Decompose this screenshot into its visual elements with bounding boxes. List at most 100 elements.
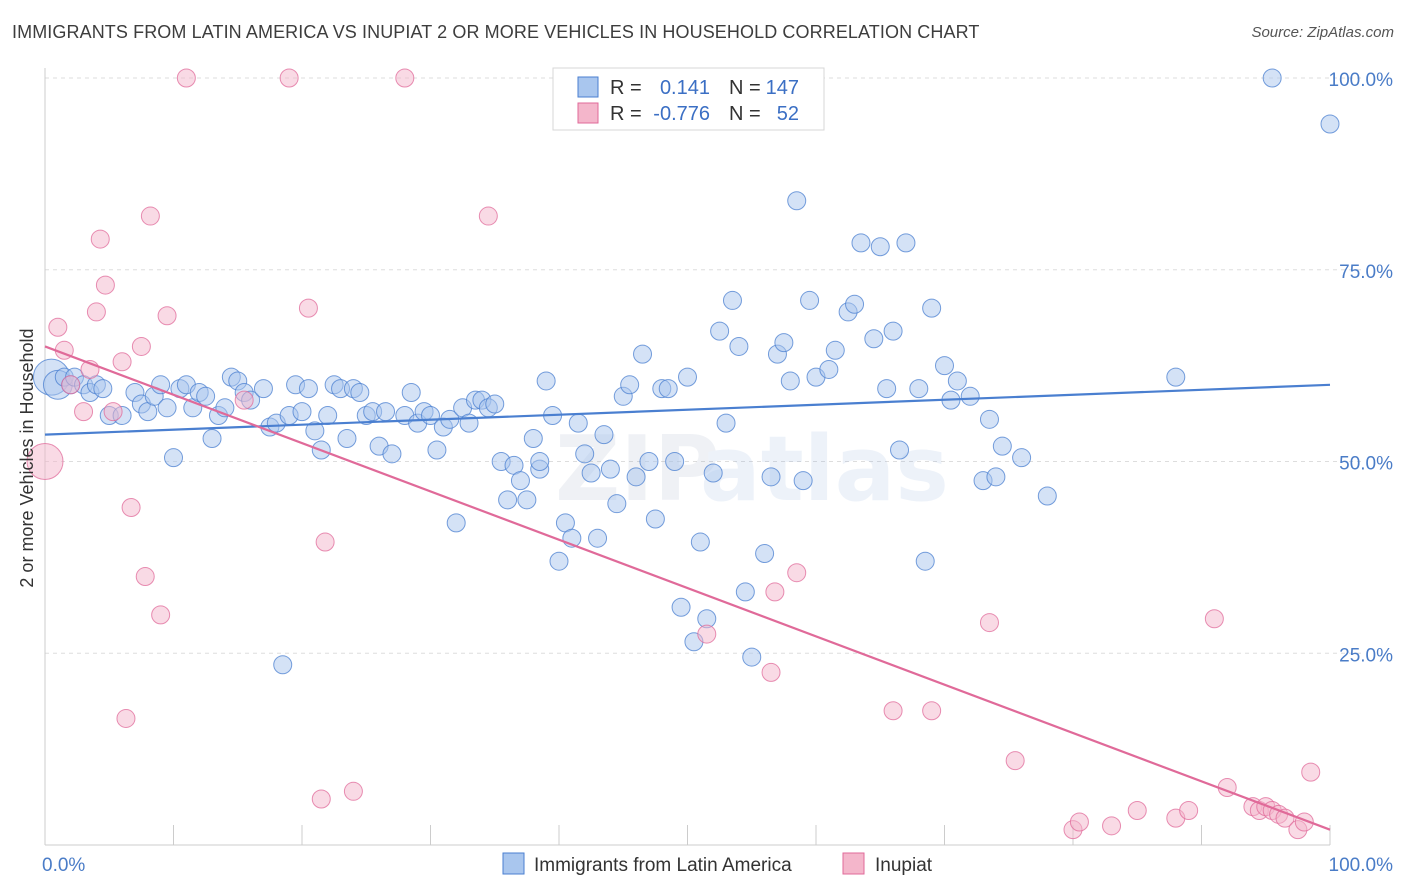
point-inupiat xyxy=(26,443,64,480)
point-immigrants xyxy=(729,336,749,356)
point-inupiat xyxy=(74,402,94,422)
point-immigrants xyxy=(633,344,653,364)
y-tick-labels: 25.0% 50.0% 75.0% 100.0% xyxy=(1329,70,1394,666)
chart-source: Source: ZipAtlas.com xyxy=(1251,24,1394,41)
point-immigrants xyxy=(710,321,730,341)
bottom-legend: Immigrants from Latin America Inupiat xyxy=(502,852,933,876)
point-immigrants xyxy=(800,290,820,310)
point-immigrants xyxy=(864,329,884,349)
legend-pink-swatch xyxy=(577,102,599,124)
point-immigrants xyxy=(318,405,338,425)
point-inupiat xyxy=(395,68,415,88)
point-immigrants xyxy=(819,359,839,379)
point-immigrants xyxy=(549,551,569,571)
point-inupiat xyxy=(86,302,106,322)
point-inupiat xyxy=(343,781,363,801)
point-inupiat xyxy=(1179,800,1199,820)
watermark-atlas: atlas xyxy=(700,417,949,522)
point-immigrants xyxy=(164,448,183,468)
point-immigrants xyxy=(735,582,755,602)
point-immigrants xyxy=(305,421,325,441)
point-immigrants xyxy=(536,371,556,391)
point-immigrants xyxy=(896,233,916,253)
y-tick-label: 50.0% xyxy=(1339,454,1393,475)
point-immigrants xyxy=(665,452,685,471)
point-immigrants xyxy=(498,490,518,510)
point-immigrants xyxy=(890,440,910,460)
point-immigrants xyxy=(607,494,627,514)
point-immigrants xyxy=(626,467,646,487)
point-inupiat xyxy=(298,298,318,318)
point-immigrants xyxy=(510,471,530,491)
point-inupiat xyxy=(315,532,335,552)
point-immigrants xyxy=(350,382,370,402)
point-immigrants xyxy=(761,467,781,487)
legend-n-label-2: N = xyxy=(729,103,761,125)
trend-lines xyxy=(44,345,1331,831)
point-immigrants xyxy=(530,452,550,471)
point-immigrants xyxy=(979,409,999,429)
legend-n-value-1: 147 xyxy=(766,77,799,99)
point-immigrants xyxy=(645,509,665,529)
point-immigrants xyxy=(157,398,177,418)
point-immigrants xyxy=(986,467,1006,487)
point-inupiat xyxy=(234,390,254,410)
point-immigrants xyxy=(581,463,601,483)
point-inupiat xyxy=(151,605,171,625)
legend-r-value-1: 0.141 xyxy=(660,77,710,99)
point-immigrants xyxy=(594,425,614,445)
point-inupiat xyxy=(61,375,81,395)
point-inupiat xyxy=(140,206,160,226)
bottom-legend-pink-swatch xyxy=(842,852,865,875)
legend-n-value-2: 52 xyxy=(777,103,799,125)
point-immigrants xyxy=(575,444,595,464)
point-inupiat xyxy=(95,275,115,295)
point-immigrants xyxy=(196,386,216,406)
point-immigrants xyxy=(755,544,775,564)
point-immigrants xyxy=(960,386,980,406)
point-immigrants xyxy=(1166,367,1186,387)
legend-r-label-2: R = xyxy=(610,103,642,125)
point-immigrants xyxy=(588,528,608,548)
point-inupiat xyxy=(112,352,132,372)
point-inupiat xyxy=(311,789,331,809)
point-immigrants xyxy=(870,237,890,257)
point-inupiat xyxy=(131,336,151,356)
point-inupiat xyxy=(1005,751,1025,771)
point-immigrants xyxy=(851,233,871,253)
point-immigrants xyxy=(568,413,588,433)
point-immigrants xyxy=(382,444,402,464)
point-immigrants xyxy=(292,402,312,422)
series-immigrants-points xyxy=(32,68,1340,675)
point-immigrants xyxy=(935,356,954,376)
point-immigrants xyxy=(787,191,807,211)
point-immigrants xyxy=(600,459,620,479)
point-immigrants xyxy=(523,428,543,448)
bottom-legend-immigrants: Immigrants from Latin America xyxy=(534,855,792,876)
x-tick-label: 100.0% xyxy=(1329,855,1394,876)
point-immigrants xyxy=(1262,68,1282,88)
point-immigrants xyxy=(671,597,691,617)
point-immigrants xyxy=(93,379,113,399)
point-inupiat xyxy=(922,701,942,721)
point-immigrants xyxy=(678,367,697,387)
point-immigrants xyxy=(703,463,723,483)
point-immigrants xyxy=(742,647,762,667)
point-inupiat xyxy=(697,624,717,644)
point-immigrants xyxy=(620,375,640,395)
x-tick-labels: 0.0% 100.0% xyxy=(42,855,1393,876)
top-legend: R = 0.141 N = 147 R = -0.776 N = 52 xyxy=(552,67,825,131)
point-immigrants xyxy=(253,379,273,399)
bottom-legend-blue-swatch xyxy=(502,852,525,875)
legend-r-value-2: -0.776 xyxy=(653,103,710,125)
point-immigrants xyxy=(947,371,967,391)
point-inupiat xyxy=(103,402,123,422)
chart-title: IMMIGRANTS FROM LATIN AMERICA VS INUPIAT… xyxy=(12,22,980,42)
point-inupiat xyxy=(1301,762,1321,782)
legend-n-label-1: N = xyxy=(729,77,761,99)
legend-blue-swatch xyxy=(577,76,599,98)
point-immigrants xyxy=(639,452,659,471)
point-immigrants xyxy=(376,402,396,422)
point-inupiat xyxy=(116,708,136,728)
x-tick-label: 0.0% xyxy=(42,855,85,876)
